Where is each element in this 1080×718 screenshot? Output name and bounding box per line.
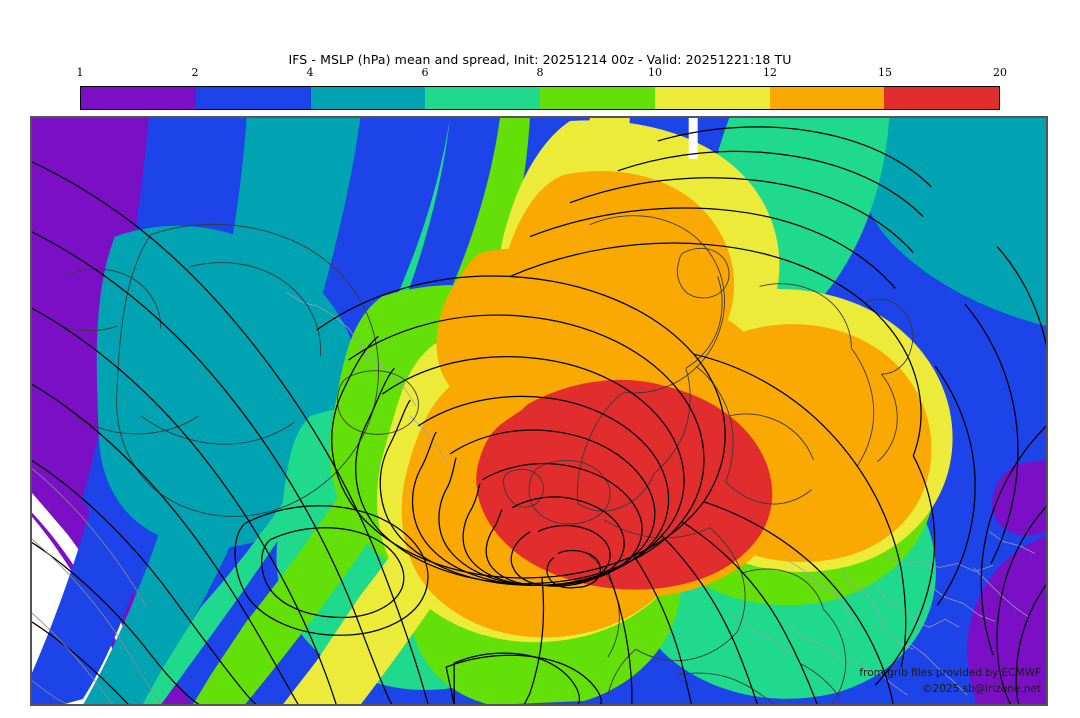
colorbar-tick-10: 10 [648,66,662,79]
colorbar-segment-0 [81,87,196,109]
colorbar-segment-4 [540,87,655,109]
page-title: IFS - MSLP (hPa) mean and spread, Init: … [288,52,792,67]
colorbar-tick-20: 20 [993,66,1007,79]
colorbar [80,86,1000,110]
coastlines [60,215,914,705]
map-svg [31,117,1047,705]
credit-source: from grib files provided by ECMWF [859,667,1041,679]
colorbar-tick-4: 4 [306,66,314,79]
colorbar-segment-1 [195,87,311,109]
colorbar-segment-5 [654,87,770,109]
colorbar-tick-2: 2 [191,66,199,79]
map-frame [31,117,1047,705]
mslp-isobars [31,126,1047,705]
colorbar-segment-7 [884,87,999,109]
colorbar-tick-labels: 1 2 4 6 8 10 12 15 20 [76,66,1008,82]
colorbar-segment-3 [425,87,540,109]
colorbar-tick-1: 1 [76,66,84,79]
map-canvas[interactable]: from grib files provided by ECMWF ©2025 … [30,116,1048,706]
colorbar-tick-12: 12 [763,66,777,79]
colorbar-tick-15: 15 [878,66,892,79]
credit-copyright: ©2025 sb@irizone.net [922,683,1041,695]
colorbar-tick-8: 8 [536,66,544,79]
colorbar-segment-2 [310,87,426,109]
colorbar-segment-6 [769,87,885,109]
colorbar-segments [80,86,1000,110]
map-fill-layer [31,117,1047,705]
colorbar-tick-6: 6 [421,66,429,79]
